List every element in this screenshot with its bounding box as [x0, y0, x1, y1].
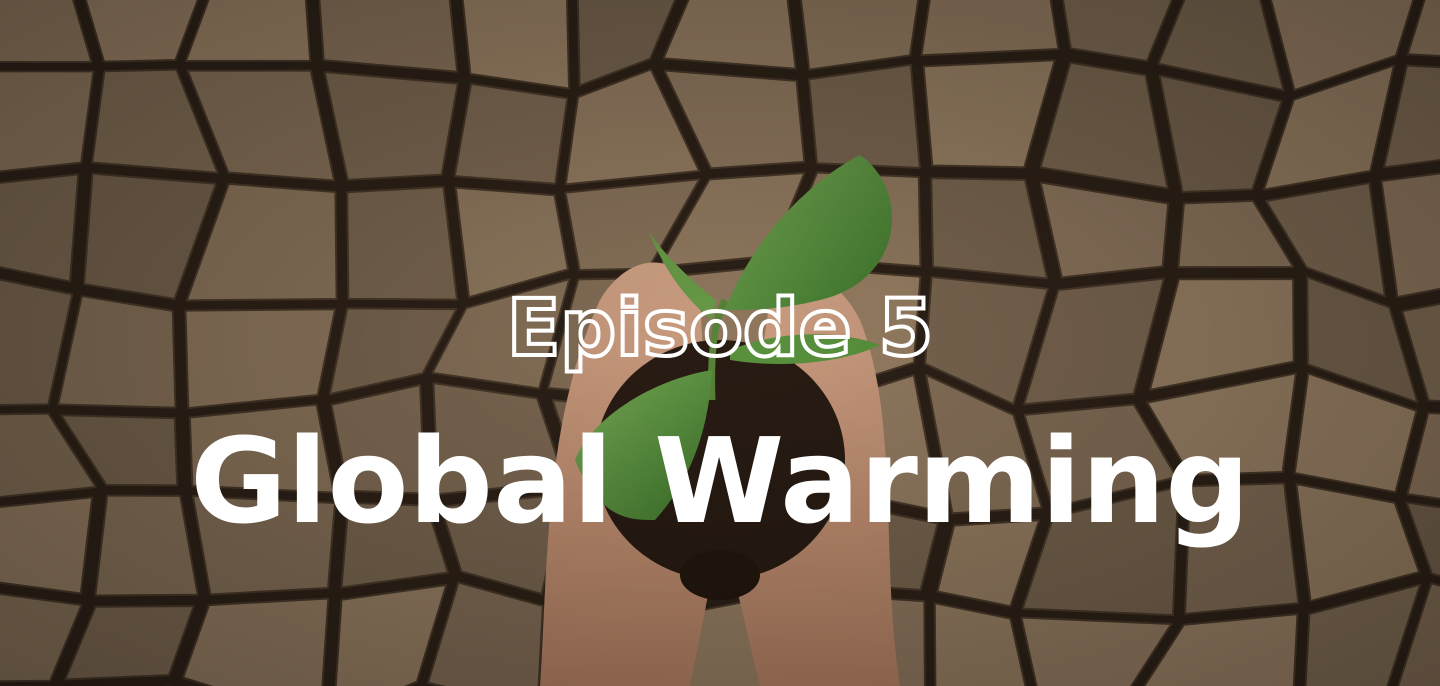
- title: Global Warming: [190, 412, 1250, 550]
- episode-label: Episode 5: [507, 284, 933, 374]
